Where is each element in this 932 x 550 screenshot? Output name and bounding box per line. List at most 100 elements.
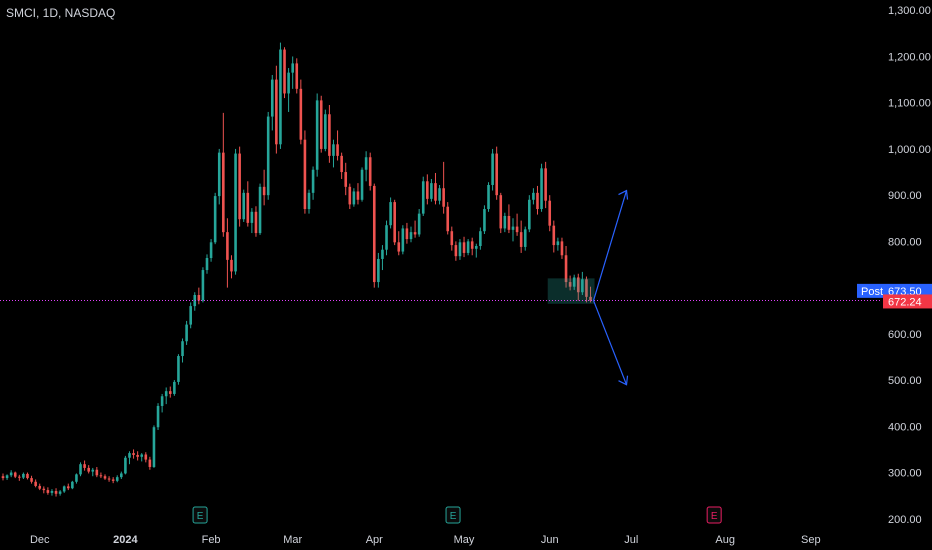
candle-body <box>75 474 78 482</box>
projection-down-arrowhead <box>618 375 629 386</box>
candle-body <box>283 49 286 94</box>
candle-body <box>254 211 258 234</box>
candle-body <box>201 270 205 301</box>
candle-body <box>491 153 494 185</box>
candle-body <box>1 476 5 479</box>
x-tick-label: May <box>454 534 475 546</box>
candle-body <box>91 469 95 472</box>
candle-body <box>483 209 486 232</box>
y-tick-label: 900.00 <box>888 190 922 202</box>
candle-body <box>71 481 74 489</box>
candle-body <box>177 356 180 382</box>
candle-body <box>22 473 25 478</box>
candle-body <box>434 183 437 201</box>
candle-body <box>87 467 90 472</box>
candle-body <box>160 396 164 406</box>
candle-body <box>307 192 311 210</box>
candle-body <box>103 476 107 479</box>
earnings-event-box <box>192 506 208 524</box>
candle-body <box>532 192 535 200</box>
projection-down-arrow <box>592 300 628 385</box>
candle-body <box>217 152 221 197</box>
candle-body <box>336 144 339 156</box>
y-tick-label: 200.00 <box>888 514 922 526</box>
candle-body <box>474 246 478 249</box>
candle-body <box>446 206 450 232</box>
candle-body <box>352 191 356 205</box>
candle-body <box>340 155 343 173</box>
candle-body <box>234 153 237 272</box>
earnings-event-text: E <box>450 511 457 522</box>
candle-body <box>213 196 217 243</box>
candle-body <box>332 144 335 156</box>
candle-body <box>148 459 152 467</box>
candle-body <box>62 486 66 492</box>
candle-body <box>450 231 454 246</box>
candle-body <box>173 381 176 394</box>
highlight-box <box>547 278 595 304</box>
post-tag-box <box>857 283 883 298</box>
candle-body <box>348 186 352 205</box>
candle-body <box>50 491 54 493</box>
candle-body <box>315 100 319 170</box>
candle-body <box>152 427 156 467</box>
candle-body <box>499 195 503 229</box>
earnings-event-box <box>445 506 461 524</box>
candle-body <box>181 341 184 357</box>
candle-body <box>364 157 368 170</box>
candle-body <box>287 72 290 94</box>
candle-body <box>136 454 139 457</box>
candle-body <box>258 186 262 234</box>
candle-body <box>511 226 515 230</box>
candle-body <box>209 242 213 259</box>
post-price-label: Post 673.50 <box>857 283 932 298</box>
candle-body <box>438 188 441 201</box>
last-price-text: 672.24 <box>888 296 922 308</box>
candle-body <box>487 184 490 210</box>
earnings-event-icon[interactable]: E <box>445 506 461 524</box>
earnings-event-text: E <box>711 511 718 522</box>
candle-body <box>413 232 417 235</box>
candle-body <box>140 454 144 457</box>
candle-body <box>144 454 148 460</box>
last-price-label: 672.24 <box>883 294 932 309</box>
candle-body <box>368 157 372 186</box>
candle-body <box>128 453 131 458</box>
candle-body <box>430 183 433 199</box>
earnings-event-icon[interactable]: E <box>706 506 722 524</box>
x-tick-label: Aug <box>715 534 735 546</box>
y-tick-label: 500.00 <box>888 375 922 387</box>
candle-body <box>360 169 364 200</box>
candle-body <box>556 241 560 246</box>
x-tick-label: Dec <box>30 534 50 546</box>
candle-body <box>303 139 307 210</box>
candle-body <box>319 100 323 149</box>
earnings-event-icon[interactable]: E <box>192 506 208 524</box>
candle-body <box>58 491 62 494</box>
candle-body <box>107 478 111 480</box>
y-tick-label: 1,000.00 <box>888 144 931 156</box>
candle-body <box>576 277 580 293</box>
candle-body <box>30 478 33 482</box>
earnings-event-text: E <box>197 511 204 522</box>
candle-body <box>262 186 266 196</box>
x-tick-label: Jun <box>541 534 559 546</box>
y-tick-label: 800.00 <box>888 236 922 248</box>
x-tick-label: 2024 <box>113 534 138 546</box>
candle-body <box>246 192 250 223</box>
candle-body <box>18 476 21 478</box>
candle-body <box>589 296 592 301</box>
candle-body <box>83 464 86 468</box>
y-tick-label: 400.00 <box>888 421 922 433</box>
candle-body <box>266 116 270 196</box>
candle-body <box>79 464 82 475</box>
candle-body <box>381 249 384 259</box>
post-tag-text: Post <box>861 286 883 298</box>
candle-body <box>156 405 160 428</box>
earnings-event-box <box>706 506 722 524</box>
candle-body <box>495 153 498 196</box>
candle-body <box>523 229 527 247</box>
candle-body <box>185 324 188 342</box>
